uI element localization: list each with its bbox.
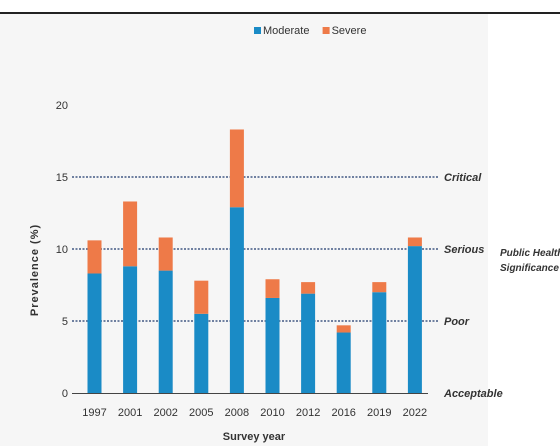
bar-severe-2001 bbox=[123, 201, 138, 267]
chart-panel bbox=[0, 14, 488, 446]
bar-severe-2016 bbox=[336, 325, 351, 333]
reference-label-poor: Poor bbox=[444, 316, 470, 328]
top-rule bbox=[0, 0, 560, 14]
legend-swatch-severe bbox=[322, 27, 330, 34]
x-tick-label: 2012 bbox=[296, 407, 320, 419]
bar-moderate-2016 bbox=[336, 332, 351, 393]
bar-moderate-2019 bbox=[372, 292, 387, 393]
bar-severe-2005 bbox=[194, 280, 209, 314]
x-tick-label: 1997 bbox=[82, 407, 106, 419]
reference-label-serious: Serious bbox=[444, 244, 484, 256]
bar-moderate-2002 bbox=[158, 270, 173, 393]
legend-label-moderate: Moderate bbox=[263, 25, 309, 37]
reference-label-acceptable: Acceptable bbox=[443, 388, 503, 400]
y-axis-title: Prevalence (%) bbox=[29, 224, 41, 316]
bar-severe-2019 bbox=[372, 282, 387, 293]
y-tick-label: 15 bbox=[56, 172, 68, 184]
x-tick-label: 2016 bbox=[331, 407, 355, 419]
y-tick-label: 10 bbox=[56, 244, 68, 256]
bar-moderate-2005 bbox=[194, 313, 209, 393]
bar-moderate-1997 bbox=[87, 273, 102, 393]
bar-severe-2022 bbox=[407, 237, 422, 247]
bar-severe-2002 bbox=[158, 237, 173, 271]
reference-label-critical: Critical bbox=[444, 172, 482, 184]
significance-annotation: Public Health bbox=[500, 248, 560, 259]
bar-moderate-2012 bbox=[301, 293, 316, 393]
x-tick-label: 2005 bbox=[189, 407, 213, 419]
bar-severe-2010 bbox=[265, 279, 280, 298]
x-tick-label: 2019 bbox=[367, 407, 391, 419]
x-tick-label: 2010 bbox=[260, 407, 284, 419]
bar-severe-2008 bbox=[229, 129, 244, 208]
x-tick-label: 2001 bbox=[118, 407, 142, 419]
legend-swatch-moderate bbox=[254, 27, 261, 34]
x-tick-label: 2002 bbox=[153, 407, 177, 419]
x-tick-label: 2022 bbox=[403, 407, 427, 419]
y-tick-label: 0 bbox=[62, 388, 68, 400]
legend-label-severe: Severe bbox=[332, 25, 367, 37]
significance-annotation: Significance bbox=[500, 263, 559, 274]
y-tick-label: 5 bbox=[62, 316, 68, 328]
bar-severe-1997 bbox=[87, 240, 102, 274]
x-axis-title: Survey year bbox=[223, 431, 286, 443]
bar-severe-2012 bbox=[301, 282, 316, 294]
bar-moderate-2001 bbox=[123, 266, 138, 393]
bar-moderate-2008 bbox=[229, 207, 244, 393]
x-tick-label: 2008 bbox=[225, 407, 249, 419]
bar-moderate-2022 bbox=[407, 246, 422, 393]
bar-moderate-2010 bbox=[265, 297, 280, 393]
side-strip bbox=[488, 14, 560, 446]
y-tick-label: 20 bbox=[56, 100, 68, 112]
